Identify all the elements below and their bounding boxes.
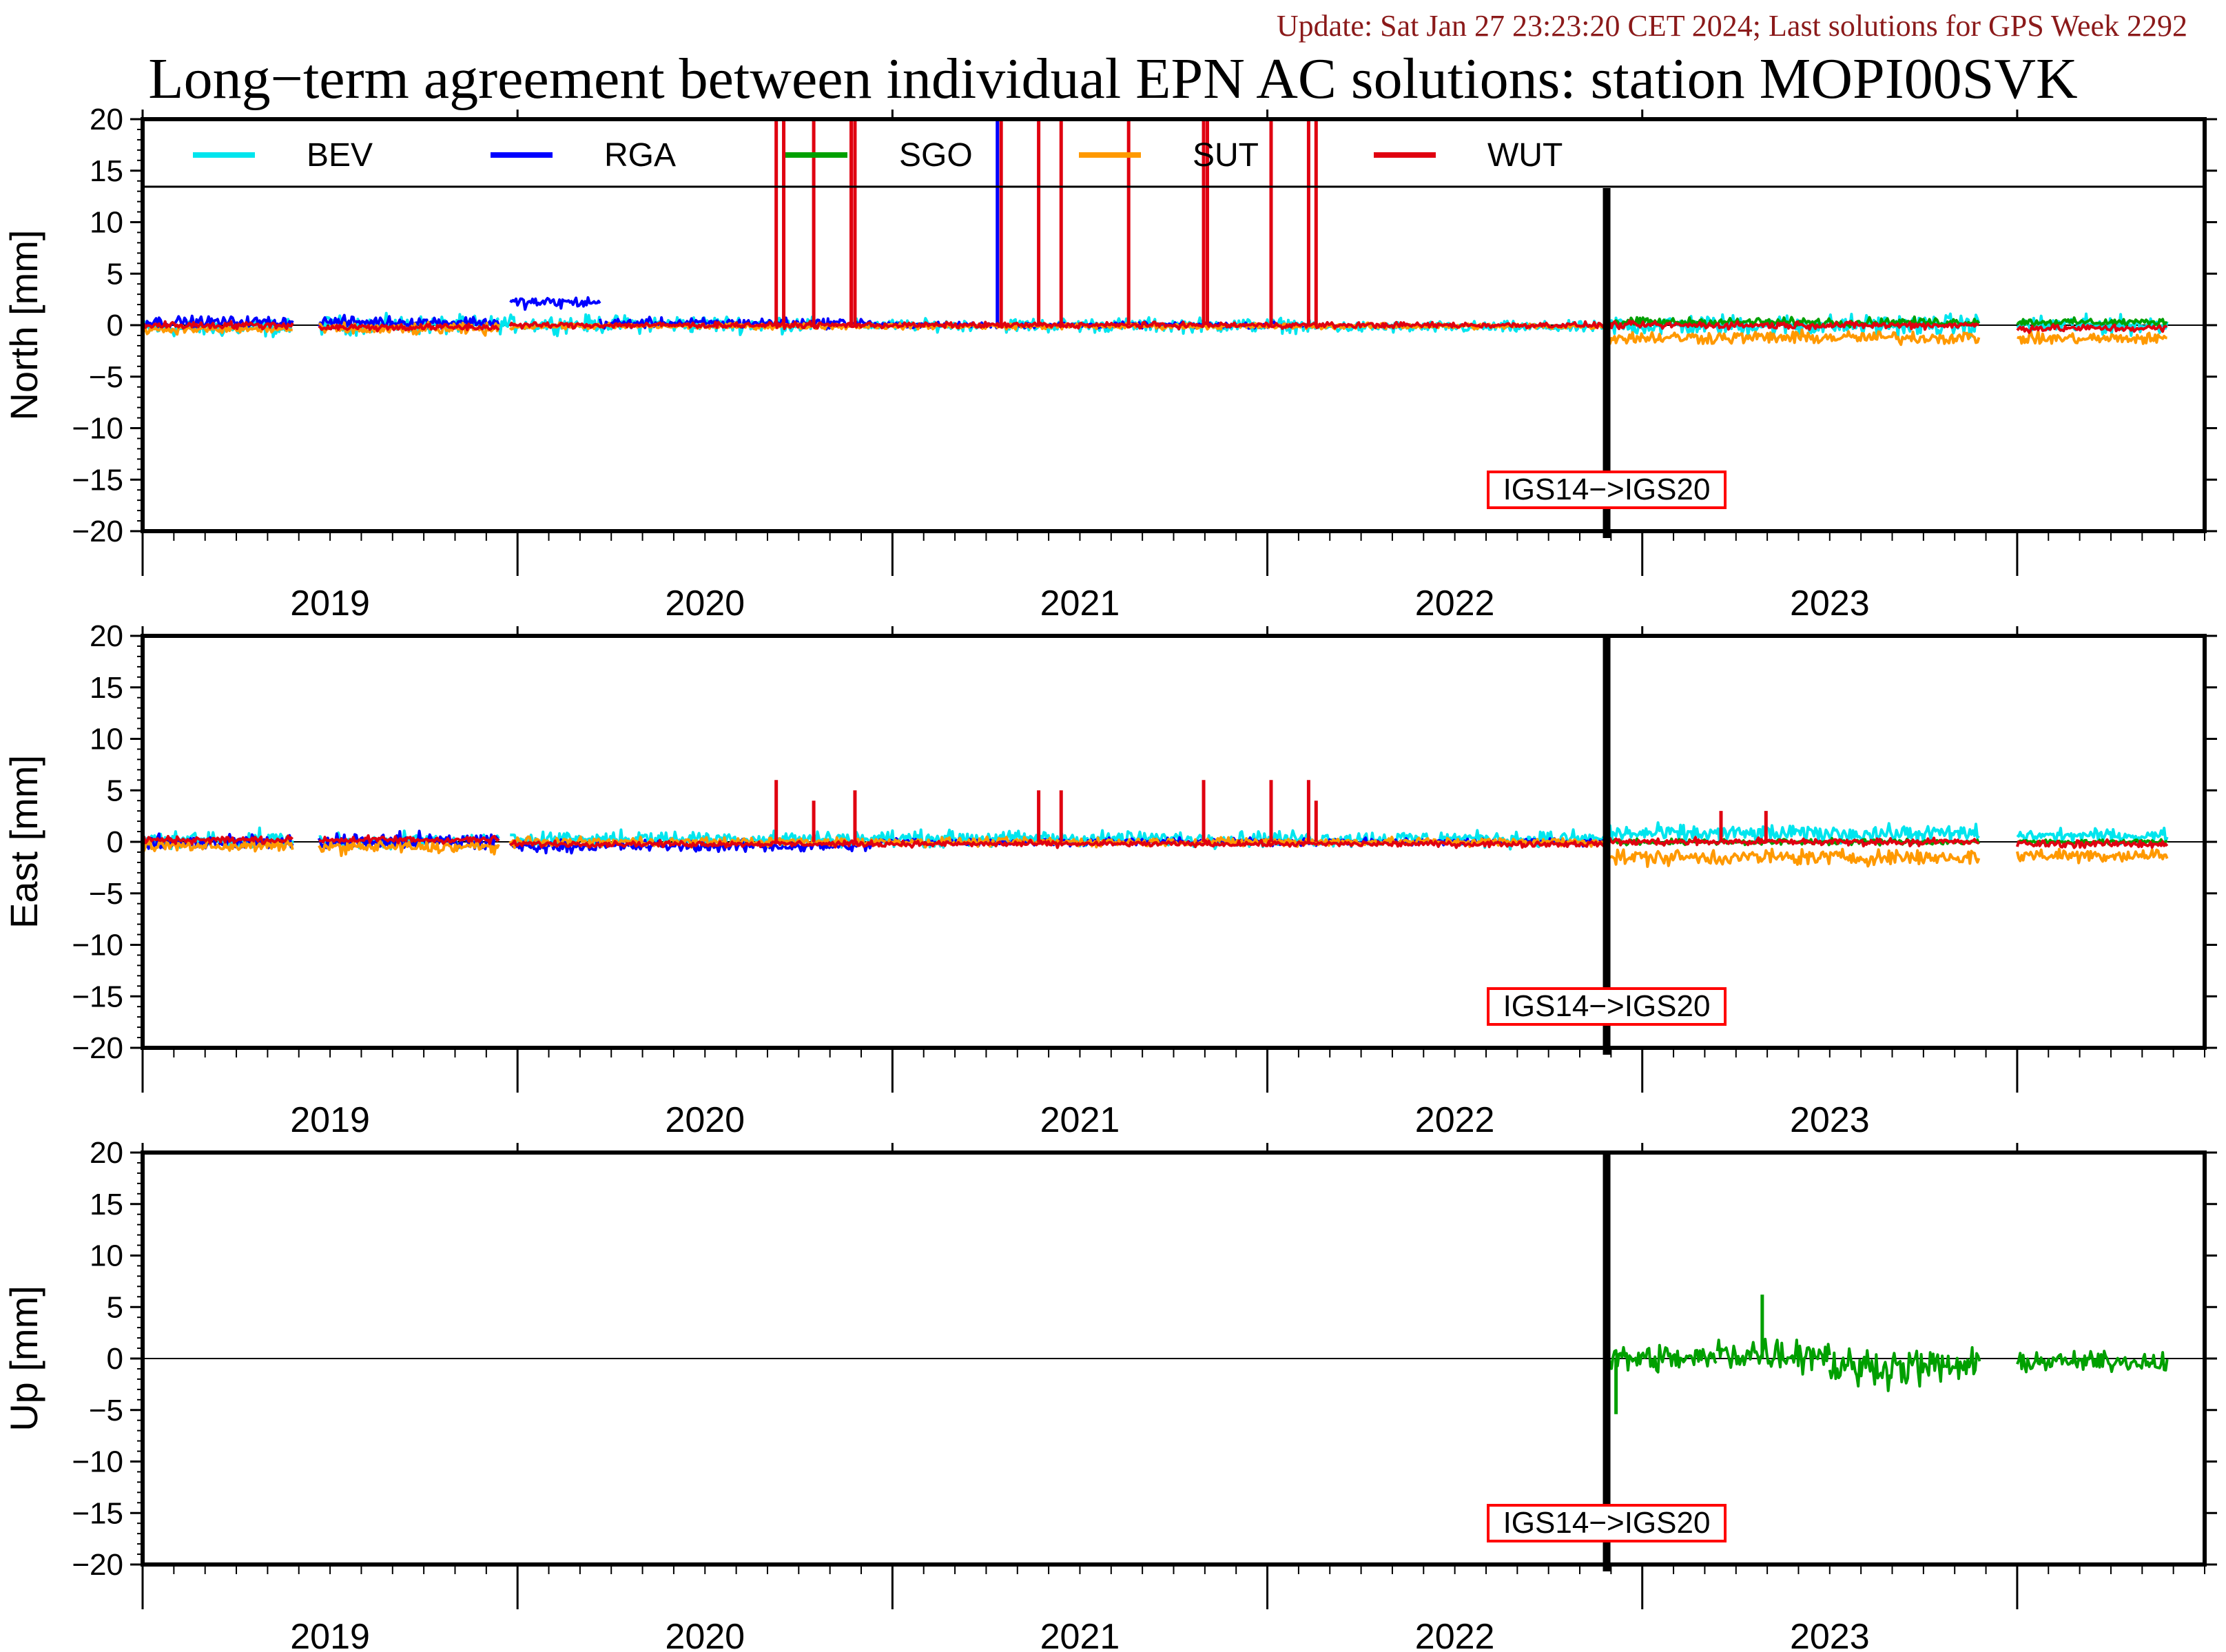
- series-line-wut: [1607, 319, 1979, 331]
- panel-2: IGS14−>IGS20 20 15 10 5 0 −5 −10 −15 −20 Up [mm] 20…: [2, 1136, 2217, 1652]
- series-line-wut: [318, 834, 500, 845]
- y-tick-label: 15: [90, 154, 123, 188]
- x-tick-label: 2023: [1790, 1617, 1870, 1652]
- y-tick-label: 15: [90, 671, 123, 705]
- legend-label-sut: SUT: [1193, 137, 1259, 174]
- x-tick-label: 2020: [665, 1617, 745, 1652]
- series-line-sgo: [1607, 1343, 1718, 1374]
- legend-label-wut: WUT: [1487, 137, 1563, 174]
- y-tick-label: 5: [107, 1290, 123, 1324]
- series-line-rga: [509, 296, 601, 311]
- series-group: [143, 780, 2169, 868]
- series-line-sut: [2015, 847, 2169, 865]
- x-tick-label: 2021: [1040, 584, 1120, 623]
- update-note: Update: Sat Jan 27 23:23:20 CET 2024; La…: [1276, 9, 2187, 43]
- y-tick-label: −20: [72, 1031, 123, 1065]
- legend-label-sgo: SGO: [899, 137, 973, 174]
- series-line-wut: [143, 834, 294, 845]
- frame-change-label: IGS14−>IGS20: [1503, 473, 1711, 506]
- y-tick-label: 0: [107, 309, 123, 342]
- y-tick-label: −5: [89, 1394, 123, 1427]
- series-line-wut: [2015, 838, 2169, 849]
- x-tick-label: 2022: [1415, 1617, 1495, 1652]
- series-line-sgo: [1715, 1337, 1831, 1376]
- y-tick-label: 5: [107, 257, 123, 291]
- x-tick-label: 2019: [290, 584, 370, 623]
- frame-change-label: IGS14−>IGS20: [1503, 1506, 1711, 1540]
- y-tick-label: −20: [72, 515, 123, 548]
- series-line-wut: [509, 838, 1606, 849]
- y-axis-label: East [mm]: [2, 755, 45, 929]
- y-tick-label: −5: [89, 360, 123, 394]
- series-line-sgo: [2016, 1350, 2169, 1374]
- y-tick-label: 5: [107, 774, 123, 807]
- series-line-sgo: [1828, 1346, 1981, 1392]
- series-line-sut: [318, 839, 500, 858]
- y-tick-label: 10: [90, 723, 123, 756]
- series-line-sut: [143, 838, 294, 854]
- frame-change-box: [1487, 1504, 1727, 1542]
- y-axis-label: Up [mm]: [2, 1286, 45, 1432]
- y-tick-label: −5: [89, 877, 123, 911]
- y-tick-label: −10: [72, 412, 123, 446]
- x-tick-label: 2023: [1790, 584, 1870, 623]
- x-tick-label: 2019: [290, 1617, 370, 1652]
- x-tick-label: 2020: [665, 1100, 745, 1140]
- frame-change-label: IGS14−>IGS20: [1503, 989, 1711, 1023]
- x-tick-label: 2022: [1415, 584, 1495, 623]
- y-tick-label: −20: [72, 1548, 123, 1582]
- legend-label-rga: RGA: [604, 137, 676, 174]
- series-line-bev: [2016, 827, 2169, 846]
- panel-0: IGS14−>IGS20 20 15 10 5 0 −5 −10 −15 −20 North [mm…: [2, 103, 2217, 623]
- y-tick-label: 15: [90, 1188, 123, 1221]
- y-tick-label: 20: [90, 1136, 123, 1170]
- series-line-wut: [2016, 323, 2168, 334]
- frame-change-box: [1487, 471, 1727, 509]
- x-tick-label: 2021: [1040, 1617, 1120, 1652]
- x-tick-label: 2019: [290, 1100, 370, 1140]
- y-tick-label: 10: [90, 206, 123, 240]
- series-line-sut: [1607, 847, 1981, 868]
- series-line-sut: [1607, 328, 1981, 347]
- x-tick-label: 2020: [665, 584, 745, 623]
- y-tick-label: 0: [107, 1342, 123, 1376]
- y-tick-label: 0: [107, 825, 123, 859]
- y-tick-label: −15: [72, 463, 123, 497]
- series-line-sut: [2017, 329, 2167, 345]
- x-tick-label: 2021: [1040, 1100, 1120, 1140]
- y-tick-label: 20: [90, 619, 123, 653]
- series-line-sgo: [2016, 316, 2168, 327]
- y-tick-label: −10: [72, 929, 123, 962]
- y-tick-label: −15: [72, 1496, 123, 1530]
- series-line-bev: [510, 828, 1607, 851]
- y-tick-label: 10: [90, 1239, 123, 1273]
- x-tick-label: 2022: [1415, 1100, 1495, 1140]
- series-line-wut: [143, 320, 294, 331]
- y-tick-label: −10: [72, 1445, 123, 1479]
- frame-change-box: [1487, 987, 1727, 1026]
- series-line-wut: [318, 322, 500, 333]
- panel-1: IGS14−>IGS20 20 15 10 5 0 −5 −10 −15 −20 East [mm]…: [2, 619, 2217, 1140]
- chart-title: Long−term agreement between individual E…: [148, 47, 2078, 111]
- series-line-wut: [508, 320, 1606, 331]
- y-tick-label: −15: [72, 980, 123, 1013]
- y-axis-label: North [mm]: [2, 230, 45, 421]
- series-group: [143, 119, 2169, 347]
- series-group: [1607, 1294, 2169, 1414]
- y-tick-label: 20: [90, 103, 123, 136]
- series-line-wut: [1607, 836, 1980, 848]
- x-tick-label: 2023: [1790, 1100, 1870, 1140]
- legend-label-bev: BEV: [307, 137, 373, 174]
